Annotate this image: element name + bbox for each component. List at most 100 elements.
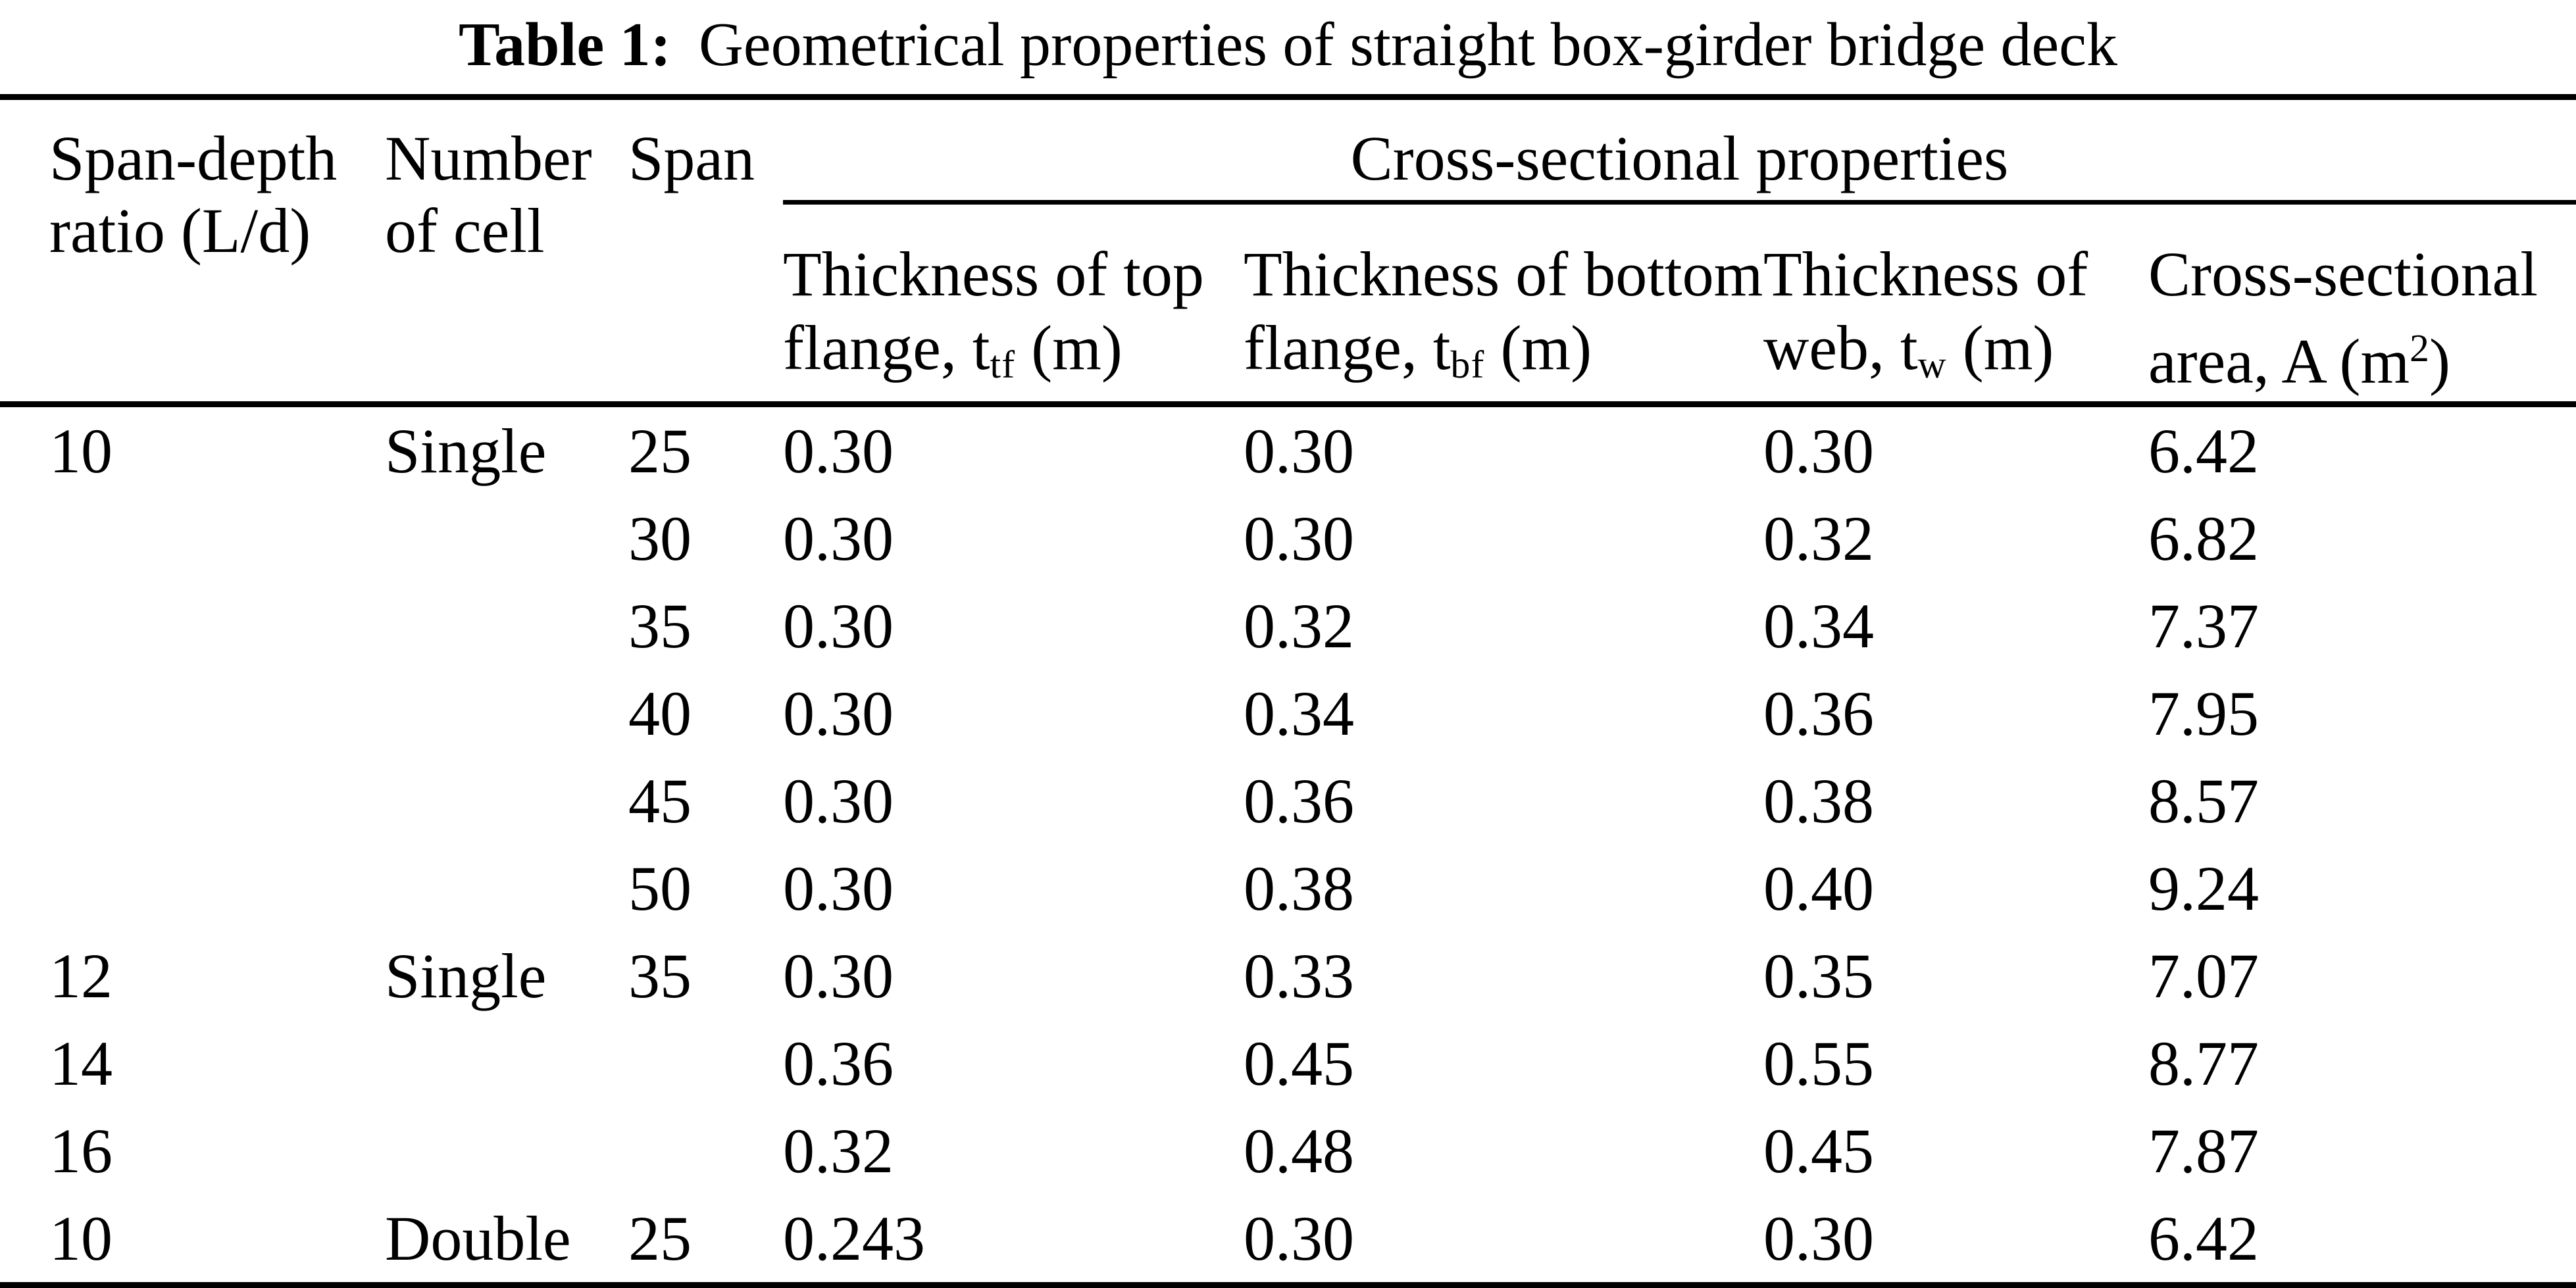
symbol-post: (m)	[1946, 312, 2054, 383]
cell-bottom-flange-thickness: 0.30	[1244, 415, 1354, 486]
cell-cross-sectional-area: 9.24	[2148, 853, 2259, 924]
cell-number-of-cell: Single	[385, 415, 547, 486]
cell-span-depth-ratio: 10	[49, 1202, 113, 1274]
header-line: Number	[385, 123, 592, 193]
cell-number-of-cell	[385, 495, 628, 582]
cell-web-thickness: 0.38	[1763, 765, 1874, 836]
table-row: 12 Single 35 0.30 0.33 0.35 7.07	[0, 932, 2576, 1020]
cell-span-depth-ratio: 10	[49, 415, 113, 486]
cell-cross-sectional-area: 6.42	[2148, 1202, 2259, 1274]
header-line: Span-depth	[49, 123, 338, 193]
cell-cross-sectional-area: 7.37	[2148, 590, 2259, 661]
cell-top-flange-thickness: 0.30	[783, 503, 894, 574]
header-line: flange, tbf (m)	[1244, 311, 1763, 401]
cell-bottom-flange-thickness: 0.48	[1244, 1115, 1354, 1186]
cell-span-depth-ratio: 14	[49, 1028, 113, 1099]
header-line: Thickness of	[1763, 239, 2088, 309]
header-line: of cell	[385, 195, 545, 266]
table-row: 30 0.30 0.30 0.32 6.82	[0, 495, 2576, 582]
cell-bottom-flange-thickness: 0.30	[1244, 503, 1354, 574]
cell-number-of-cell	[385, 845, 628, 932]
header-row-group: Span-depth ratio (L/d) Number of cell Sp…	[0, 97, 2576, 266]
symbol-post: (m)	[1484, 312, 1592, 383]
symbol-post: (m)	[1015, 312, 1123, 383]
header-row-subcolumns: Thickness of top flange, ttf (m) Thickne…	[0, 203, 2576, 405]
table-caption: Table 1: Geometrical properties of straig…	[0, 0, 2576, 94]
cell-number-of-cell	[385, 582, 628, 670]
cell-span-depth-ratio	[0, 495, 385, 582]
cell-web-thickness: 0.30	[1763, 1202, 1874, 1274]
header-line: Thickness of bottom	[1244, 239, 1763, 309]
caption-text: Geometrical properties of straight box-g…	[699, 11, 2117, 79]
cell-cross-sectional-area: 6.42	[2148, 415, 2259, 486]
col-header-cross-sectional-area: Cross-sectional area, A (m2)	[2148, 203, 2576, 405]
table-body: 10 Single 25 0.30 0.30 0.30 6.42 30 0.30 0.30 0.32…	[0, 405, 2576, 1285]
cell-span: 50	[628, 853, 692, 924]
table-row: 10 Single 25 0.30 0.30 0.30 6.42	[0, 405, 2576, 495]
table-row: 35 0.30 0.32 0.34 7.37	[0, 582, 2576, 670]
cell-web-thickness: 0.30	[1763, 415, 1874, 486]
header-line: Span	[628, 123, 755, 193]
cell-number-of-cell	[385, 670, 628, 757]
symbol-pre: web, t	[1763, 312, 1918, 383]
cell-span: 45	[628, 765, 692, 836]
table-row: 16 0.32 0.48 0.45 7.87	[0, 1107, 2576, 1195]
cell-span-depth-ratio: 16	[49, 1115, 113, 1186]
col-header-number-of-cell: Number of cell	[385, 97, 628, 405]
header-line: ratio (L/d)	[49, 195, 311, 266]
cell-web-thickness: 0.40	[1763, 853, 1874, 924]
cell-top-flange-thickness: 0.32	[783, 1115, 894, 1186]
cell-span	[628, 1107, 783, 1195]
cell-span-depth-ratio: 12	[49, 940, 113, 1011]
cell-span: 25	[628, 1202, 692, 1274]
cell-bottom-flange-thickness: 0.34	[1244, 678, 1354, 749]
cell-span: 25	[628, 415, 692, 486]
table-row: 40 0.30 0.34 0.36 7.95	[0, 670, 2576, 757]
cell-span-depth-ratio	[0, 845, 385, 932]
cell-top-flange-thickness: 0.30	[783, 678, 894, 749]
cell-top-flange-thickness: 0.30	[783, 415, 894, 486]
cell-top-flange-thickness: 0.30	[783, 853, 894, 924]
properties-table: Span-depth ratio (L/d) Number of cell Sp…	[0, 94, 2576, 1288]
cell-span: 35	[628, 590, 692, 661]
cell-span: 40	[628, 678, 692, 749]
cell-span-depth-ratio	[0, 757, 385, 845]
cell-span-depth-ratio	[0, 670, 385, 757]
caption-label: Table 1:	[459, 11, 671, 79]
cell-web-thickness: 0.45	[1763, 1115, 1874, 1186]
cell-span	[628, 1020, 783, 1107]
col-header-top-flange-thickness: Thickness of top flange, ttf (m)	[783, 203, 1244, 405]
cell-top-flange-thickness: 0.30	[783, 590, 894, 661]
cell-bottom-flange-thickness: 0.38	[1244, 853, 1354, 924]
group-header-cross-sectional-properties: Cross-sectional properties	[783, 97, 2576, 205]
cell-number-of-cell: Double	[385, 1202, 571, 1274]
cell-web-thickness: 0.34	[1763, 590, 1874, 661]
header-line: Cross-sectional properties	[1350, 123, 2009, 193]
cell-cross-sectional-area: 8.57	[2148, 765, 2259, 836]
cell-number-of-cell	[385, 1020, 628, 1107]
header-line: Cross-sectional	[2148, 239, 2538, 309]
cell-cross-sectional-area: 8.77	[2148, 1028, 2259, 1099]
cell-cross-sectional-area: 7.95	[2148, 678, 2259, 749]
cell-top-flange-thickness: 0.30	[783, 765, 894, 836]
cell-web-thickness: 0.36	[1763, 678, 1874, 749]
symbol-subscript: bf	[1450, 343, 1485, 387]
symbol-pre: flange, t	[783, 312, 990, 383]
header-line: flange, ttf (m)	[783, 311, 1244, 401]
cell-bottom-flange-thickness: 0.45	[1244, 1028, 1354, 1099]
col-header-span: Span	[628, 97, 783, 405]
cell-top-flange-thickness: 0.243	[783, 1202, 925, 1274]
symbol-superscript: 2	[2410, 326, 2429, 370]
cell-web-thickness: 0.35	[1763, 940, 1874, 1011]
cell-bottom-flange-thickness: 0.36	[1244, 765, 1354, 836]
cell-bottom-flange-thickness: 0.30	[1244, 1202, 1354, 1274]
cell-span: 35	[628, 940, 692, 1011]
cell-top-flange-thickness: 0.36	[783, 1028, 894, 1099]
col-header-span-depth-ratio: Span-depth ratio (L/d)	[0, 97, 385, 405]
symbol-pre: flange, t	[1244, 312, 1451, 383]
col-header-web-thickness: Thickness of web, tw (m)	[1763, 203, 2148, 405]
table-header: Span-depth ratio (L/d) Number of cell Sp…	[0, 97, 2576, 405]
table-row: 10 Double 25 0.243 0.30 0.30 6.42	[0, 1195, 2576, 1285]
cell-top-flange-thickness: 0.30	[783, 940, 894, 1011]
col-header-bottom-flange-thickness: Thickness of bottom flange, tbf (m)	[1244, 203, 1763, 405]
